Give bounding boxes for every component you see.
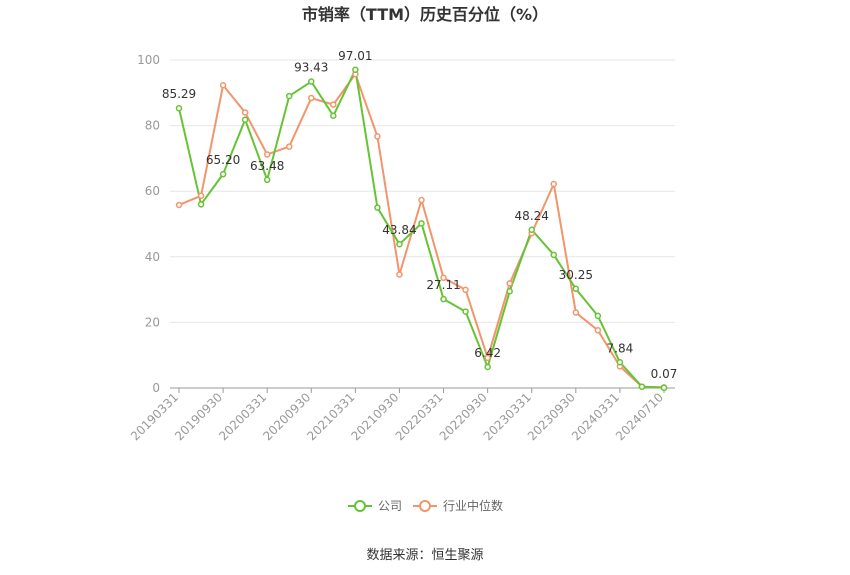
y-axis: 0 20 40 60 80 100 [137,53,160,395]
chart-title: 市销率（TTM）历史百分位（%） [302,5,548,24]
data-label-20240331: 7.84 [607,341,634,355]
series-1-point-20230930 [572,309,580,316]
series-1-point-20220630 [462,286,469,294]
legend-item-company[interactable]: 公司 [348,499,402,513]
series-0-point-20240710 [660,384,668,392]
data-label-20220331: 27.11 [426,278,460,292]
x-tick-label-20240710: 20240710 [613,390,666,443]
series-1-point-20190930 [219,82,227,89]
series-0-point-20210930 [396,240,403,248]
series-0-point-20191231 [241,116,249,123]
data-label-20230930: 30.25 [559,268,593,282]
series-1-point-20201231 [330,101,337,108]
data-label-20210930: 43.84 [382,223,416,237]
series-1-point-20210630 [374,133,381,140]
grid [170,59,675,323]
series-1-point-20190331 [175,201,183,209]
series-1-point-20200331 [263,151,271,158]
series-points [175,66,668,392]
y-tick-label-80: 80 [145,119,160,133]
series-1-point-20200630 [285,143,293,150]
data-label-20230331: 48.24 [515,209,549,223]
series-lines [178,68,665,389]
data-labels: 85.29 65.20 63.48 93.43 97.01 43.84 27.11 6.42 4… [162,49,678,381]
series-0-point-20230630 [550,251,558,259]
series-0-point-20220630 [462,308,469,315]
data-label-20200331: 63.48 [250,159,284,173]
series-0-point-20221231 [506,287,513,295]
series-1-point-20200930 [308,94,315,102]
legend-label-industry-median: 行业中位数 [443,498,503,513]
series-0-point-20220331 [440,295,447,303]
x-axis: 2019033120190930202003312020093020210331… [128,387,675,443]
series-1-point-20191231 [241,109,249,116]
series-1-point-20190630 [197,192,205,200]
series-0-point-20240630 [638,383,646,390]
y-tick-label-0: 0 [152,381,160,395]
series-0-point-20190930 [219,170,227,178]
legend-marker-industry-median [419,500,431,512]
series-0-point-20211231 [418,220,425,227]
series-1-point-20230630 [550,180,558,188]
data-label-20200930: 93.43 [294,61,328,75]
series-0-point-20190331 [175,104,183,112]
series-1-point-20220930 [484,354,491,362]
series-0-point-20220930 [484,363,491,371]
legend-marker-company [354,500,366,512]
series-line-0 [178,68,665,389]
series-0-point-20230331 [528,226,535,234]
series-0-point-20200630 [285,92,293,100]
y-tick-label-100: 100 [137,53,160,67]
series-0-point-20201231 [330,112,337,120]
data-label-20190930: 65.20 [206,153,240,167]
data-label-20190331: 85.29 [162,87,196,101]
series-0-point-20200930 [308,78,315,85]
series-1-point-20231231 [594,327,602,334]
series-0-point-20231231 [594,312,602,320]
y-tick-label-40: 40 [145,250,160,264]
y-tick-label-60: 60 [145,184,160,198]
series-line-1 [178,73,665,389]
legend-label-company: 公司 [378,499,402,513]
legend: 公司 行业中位数 [348,498,503,513]
legend-item-industry-median[interactable]: 行业中位数 [413,498,503,513]
series-1-point-20211231 [418,196,425,204]
series-0-point-20240331 [616,359,624,366]
data-label-20220930: 6.42 [474,346,501,360]
series-0-point-20210630 [374,204,381,211]
data-source: 数据来源：恒生聚源 [366,548,483,563]
series-1-point-20221231 [506,280,513,287]
data-label-20240710: 0.07 [651,367,678,381]
data-label-20210331: 97.01 [338,49,372,63]
series-1-point-20210930 [396,271,403,278]
series-0-point-20190630 [197,201,205,208]
y-tick-label-20: 20 [145,315,160,329]
series-1-point-20220331 [440,274,447,282]
series-0-point-20200331 [263,176,271,184]
series-0-point-20210331 [352,66,359,74]
series-0-point-20230930 [572,285,580,293]
